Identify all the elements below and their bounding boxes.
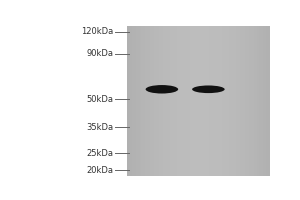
Text: 35kDa: 35kDa	[86, 123, 113, 132]
Bar	[218, 26, 220, 176]
Bar	[197, 26, 199, 176]
Bar	[247, 26, 249, 176]
Bar	[261, 26, 263, 176]
Bar	[164, 26, 166, 176]
Bar	[250, 26, 252, 176]
Bar	[129, 26, 131, 176]
Bar	[209, 26, 211, 176]
Bar	[220, 26, 222, 176]
Bar	[266, 26, 268, 176]
Bar	[252, 26, 254, 176]
Bar	[263, 26, 265, 176]
Bar	[256, 26, 258, 176]
Text: 25kDa: 25kDa	[86, 149, 113, 158]
Bar	[154, 26, 156, 176]
Bar	[249, 26, 250, 176]
Bar	[240, 26, 242, 176]
Bar	[166, 26, 168, 176]
Bar	[225, 26, 227, 176]
Text: 90kDa: 90kDa	[86, 49, 113, 58]
Bar	[206, 26, 208, 176]
Bar	[184, 26, 186, 176]
Bar	[145, 26, 147, 176]
Bar	[193, 26, 195, 176]
Bar	[204, 26, 206, 176]
Bar	[243, 26, 245, 176]
Bar	[156, 26, 158, 176]
Bar	[227, 26, 229, 176]
Bar	[224, 26, 226, 176]
Ellipse shape	[192, 85, 225, 93]
Bar	[265, 26, 267, 176]
Text: 20kDa: 20kDa	[86, 166, 113, 175]
Bar	[188, 26, 190, 176]
Bar	[191, 26, 194, 176]
Bar	[211, 26, 213, 176]
Bar	[207, 26, 209, 176]
Bar	[136, 26, 138, 176]
Bar	[232, 26, 235, 176]
Bar	[179, 26, 181, 176]
Bar	[132, 26, 134, 176]
Text: 50kDa: 50kDa	[86, 95, 113, 104]
Bar	[158, 26, 159, 176]
Bar	[159, 26, 161, 176]
Bar	[168, 26, 170, 176]
Bar	[181, 26, 183, 176]
Bar	[213, 26, 215, 176]
Bar	[229, 26, 231, 176]
Ellipse shape	[146, 85, 178, 94]
Bar	[177, 26, 179, 176]
Text: 120kDa: 120kDa	[81, 27, 113, 36]
Bar	[152, 26, 154, 176]
Bar	[259, 26, 261, 176]
Bar	[150, 26, 152, 176]
Bar	[140, 26, 142, 176]
Bar	[214, 26, 217, 176]
Bar	[134, 26, 136, 176]
Bar	[141, 26, 143, 176]
Bar	[186, 26, 188, 176]
Bar	[172, 26, 174, 176]
Bar	[148, 26, 151, 176]
Bar	[242, 26, 243, 176]
Bar	[138, 26, 140, 176]
Bar	[195, 26, 197, 176]
Bar	[245, 26, 247, 176]
Bar	[236, 26, 238, 176]
Bar	[216, 26, 218, 176]
Bar	[175, 26, 177, 176]
Bar	[257, 26, 260, 176]
Bar	[200, 26, 202, 176]
Bar	[170, 26, 172, 176]
Bar	[147, 26, 149, 176]
Bar	[222, 26, 224, 176]
Bar	[238, 26, 240, 176]
Bar	[202, 26, 204, 176]
Bar	[234, 26, 236, 176]
Bar	[254, 26, 256, 176]
Bar	[199, 26, 200, 176]
Bar	[182, 26, 184, 176]
Bar	[173, 26, 175, 176]
Bar	[268, 26, 270, 176]
Bar	[163, 26, 165, 176]
Bar	[143, 26, 145, 176]
Bar	[130, 26, 133, 176]
Bar	[190, 26, 192, 176]
Bar	[127, 26, 129, 176]
Bar	[231, 26, 233, 176]
Bar	[161, 26, 163, 176]
